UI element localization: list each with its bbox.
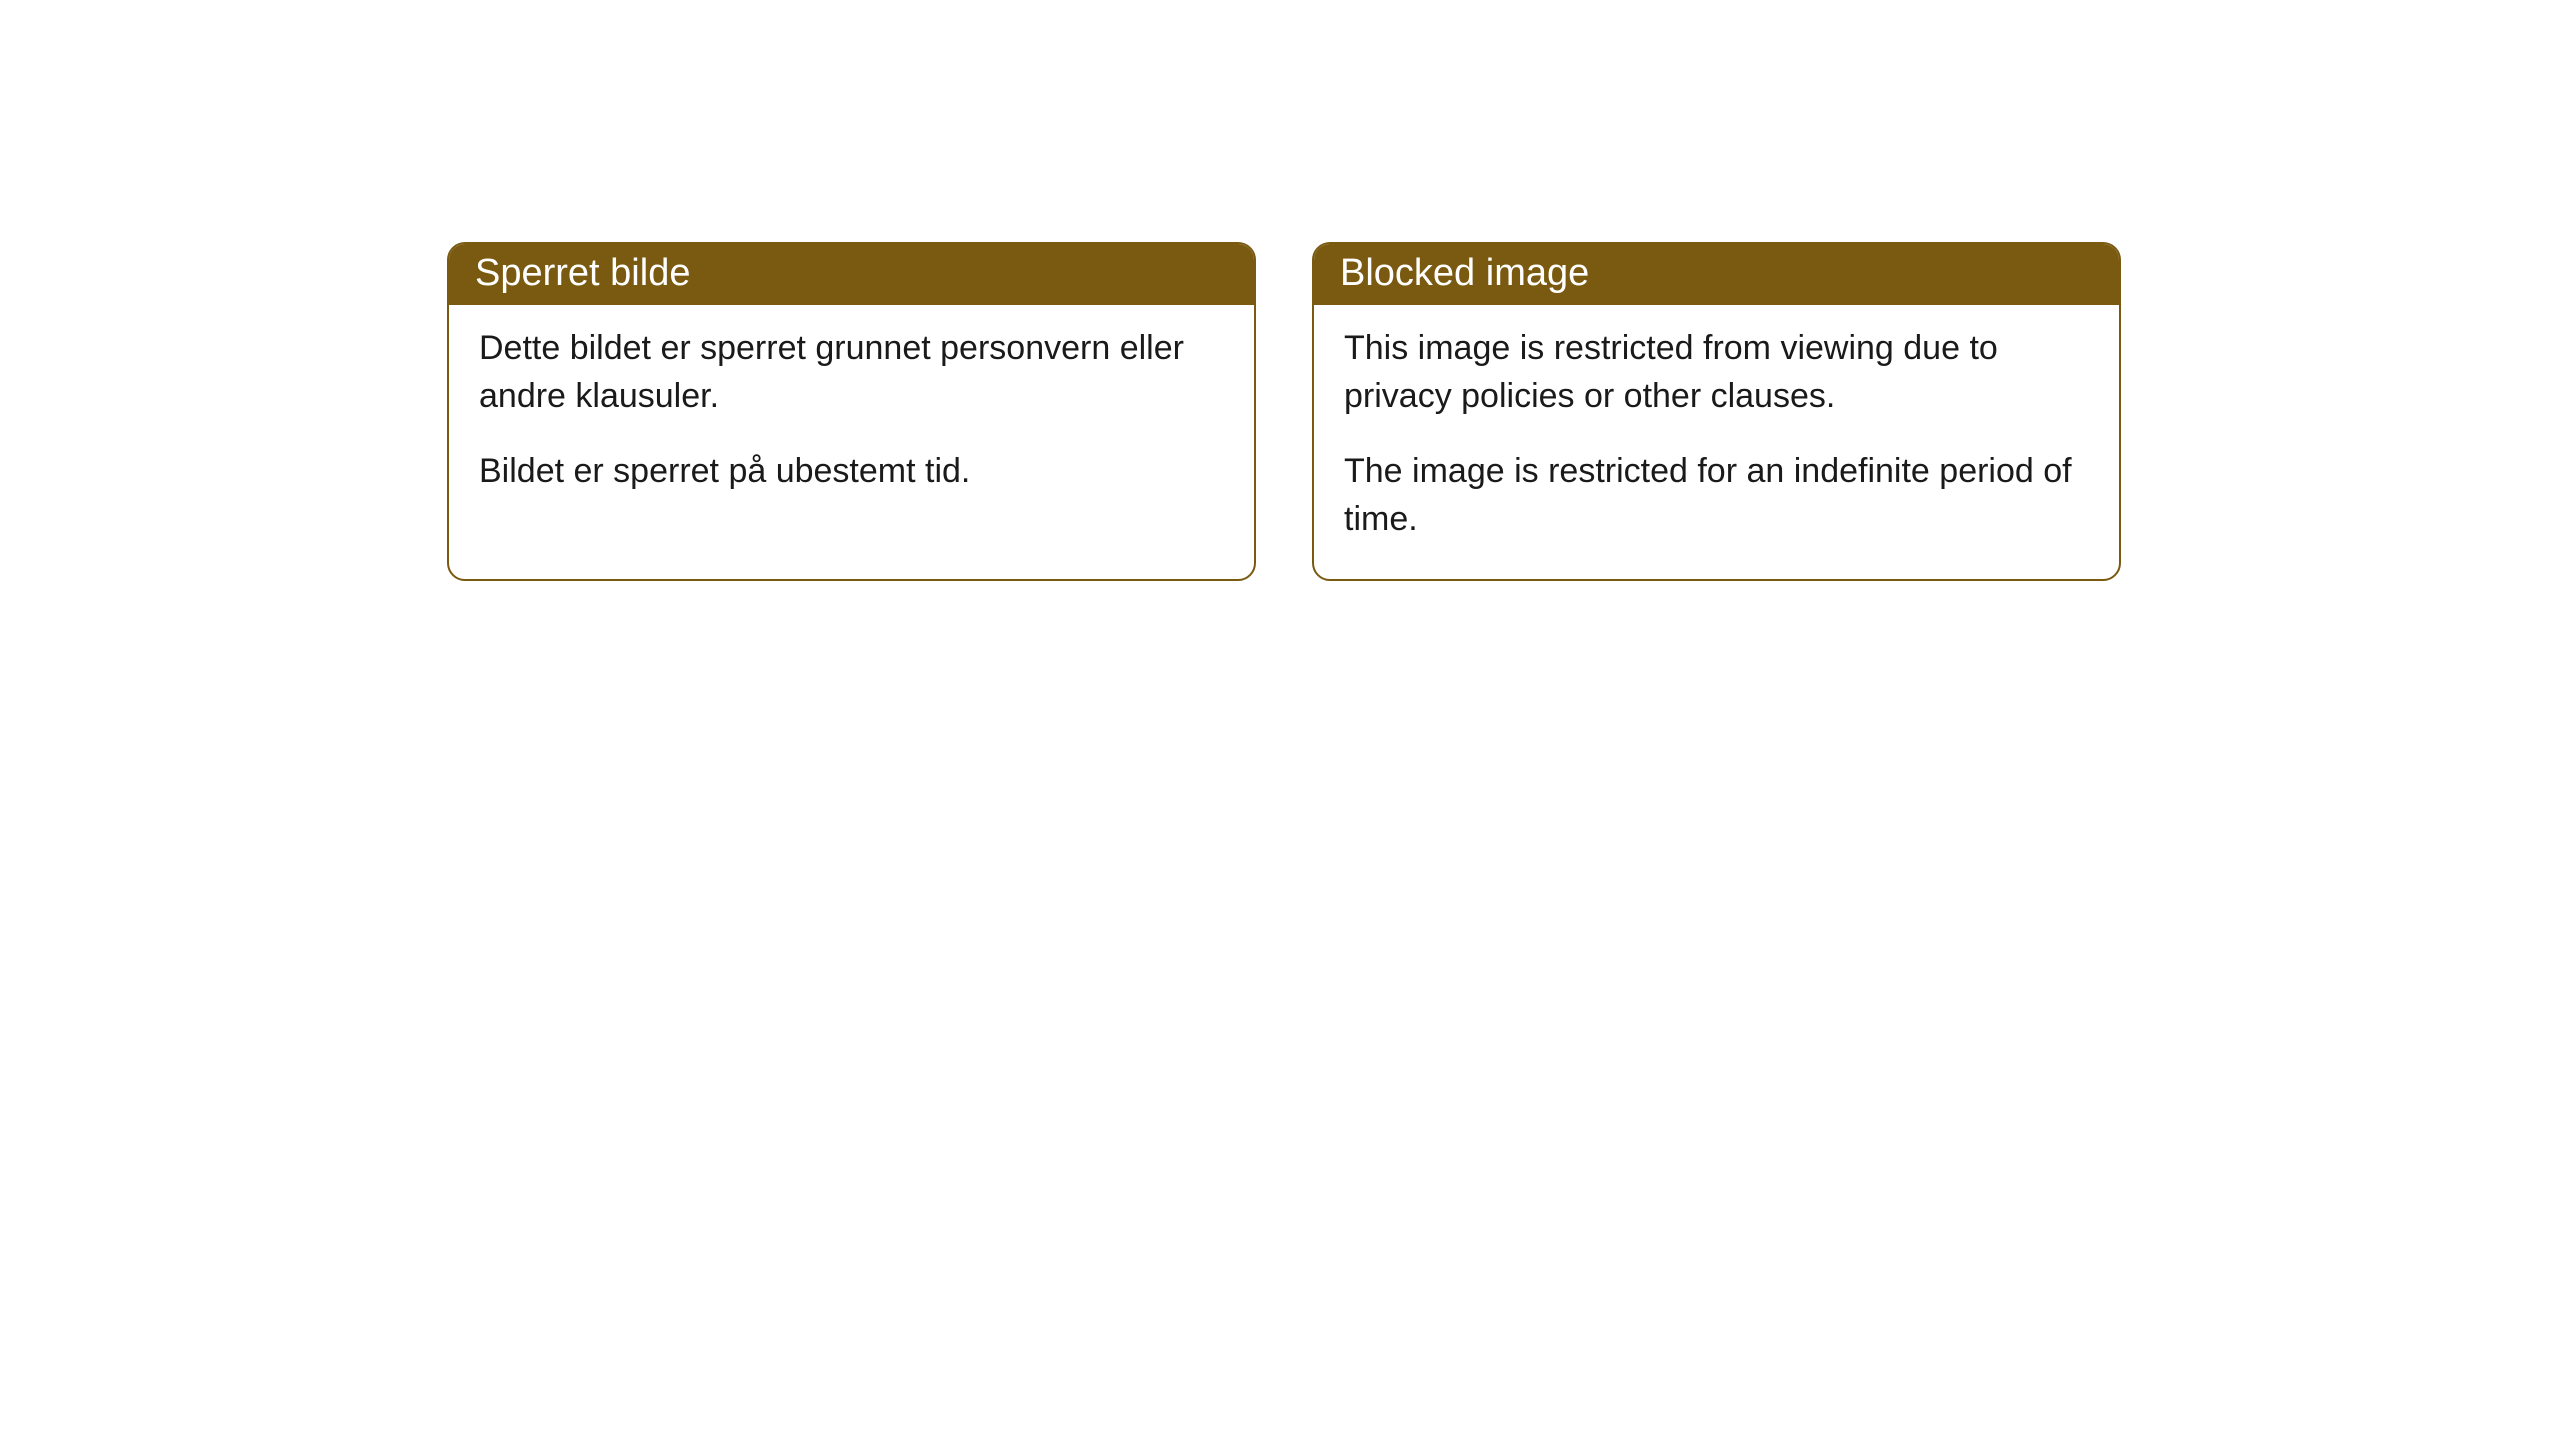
card-title: Sperret bilde <box>475 252 690 294</box>
card-body: This image is restricted from viewing du… <box>1314 305 2119 579</box>
card-paragraph: This image is restricted from viewing du… <box>1344 325 2089 420</box>
card-paragraph: Dette bildet er sperret grunnet personve… <box>479 325 1224 420</box>
card-title: Blocked image <box>1340 252 1589 294</box>
card-body: Dette bildet er sperret grunnet personve… <box>449 305 1254 532</box>
card-header: Sperret bilde <box>449 244 1254 305</box>
card-paragraph: Bildet er sperret på ubestemt tid. <box>479 448 1224 496</box>
card-paragraph: The image is restricted for an indefinit… <box>1344 448 2089 543</box>
blocked-image-card-norwegian: Sperret bilde Dette bildet er sperret gr… <box>447 242 1256 581</box>
blocked-image-card-english: Blocked image This image is restricted f… <box>1312 242 2121 581</box>
card-header: Blocked image <box>1314 244 2119 305</box>
cards-container: Sperret bilde Dette bildet er sperret gr… <box>447 242 2121 581</box>
